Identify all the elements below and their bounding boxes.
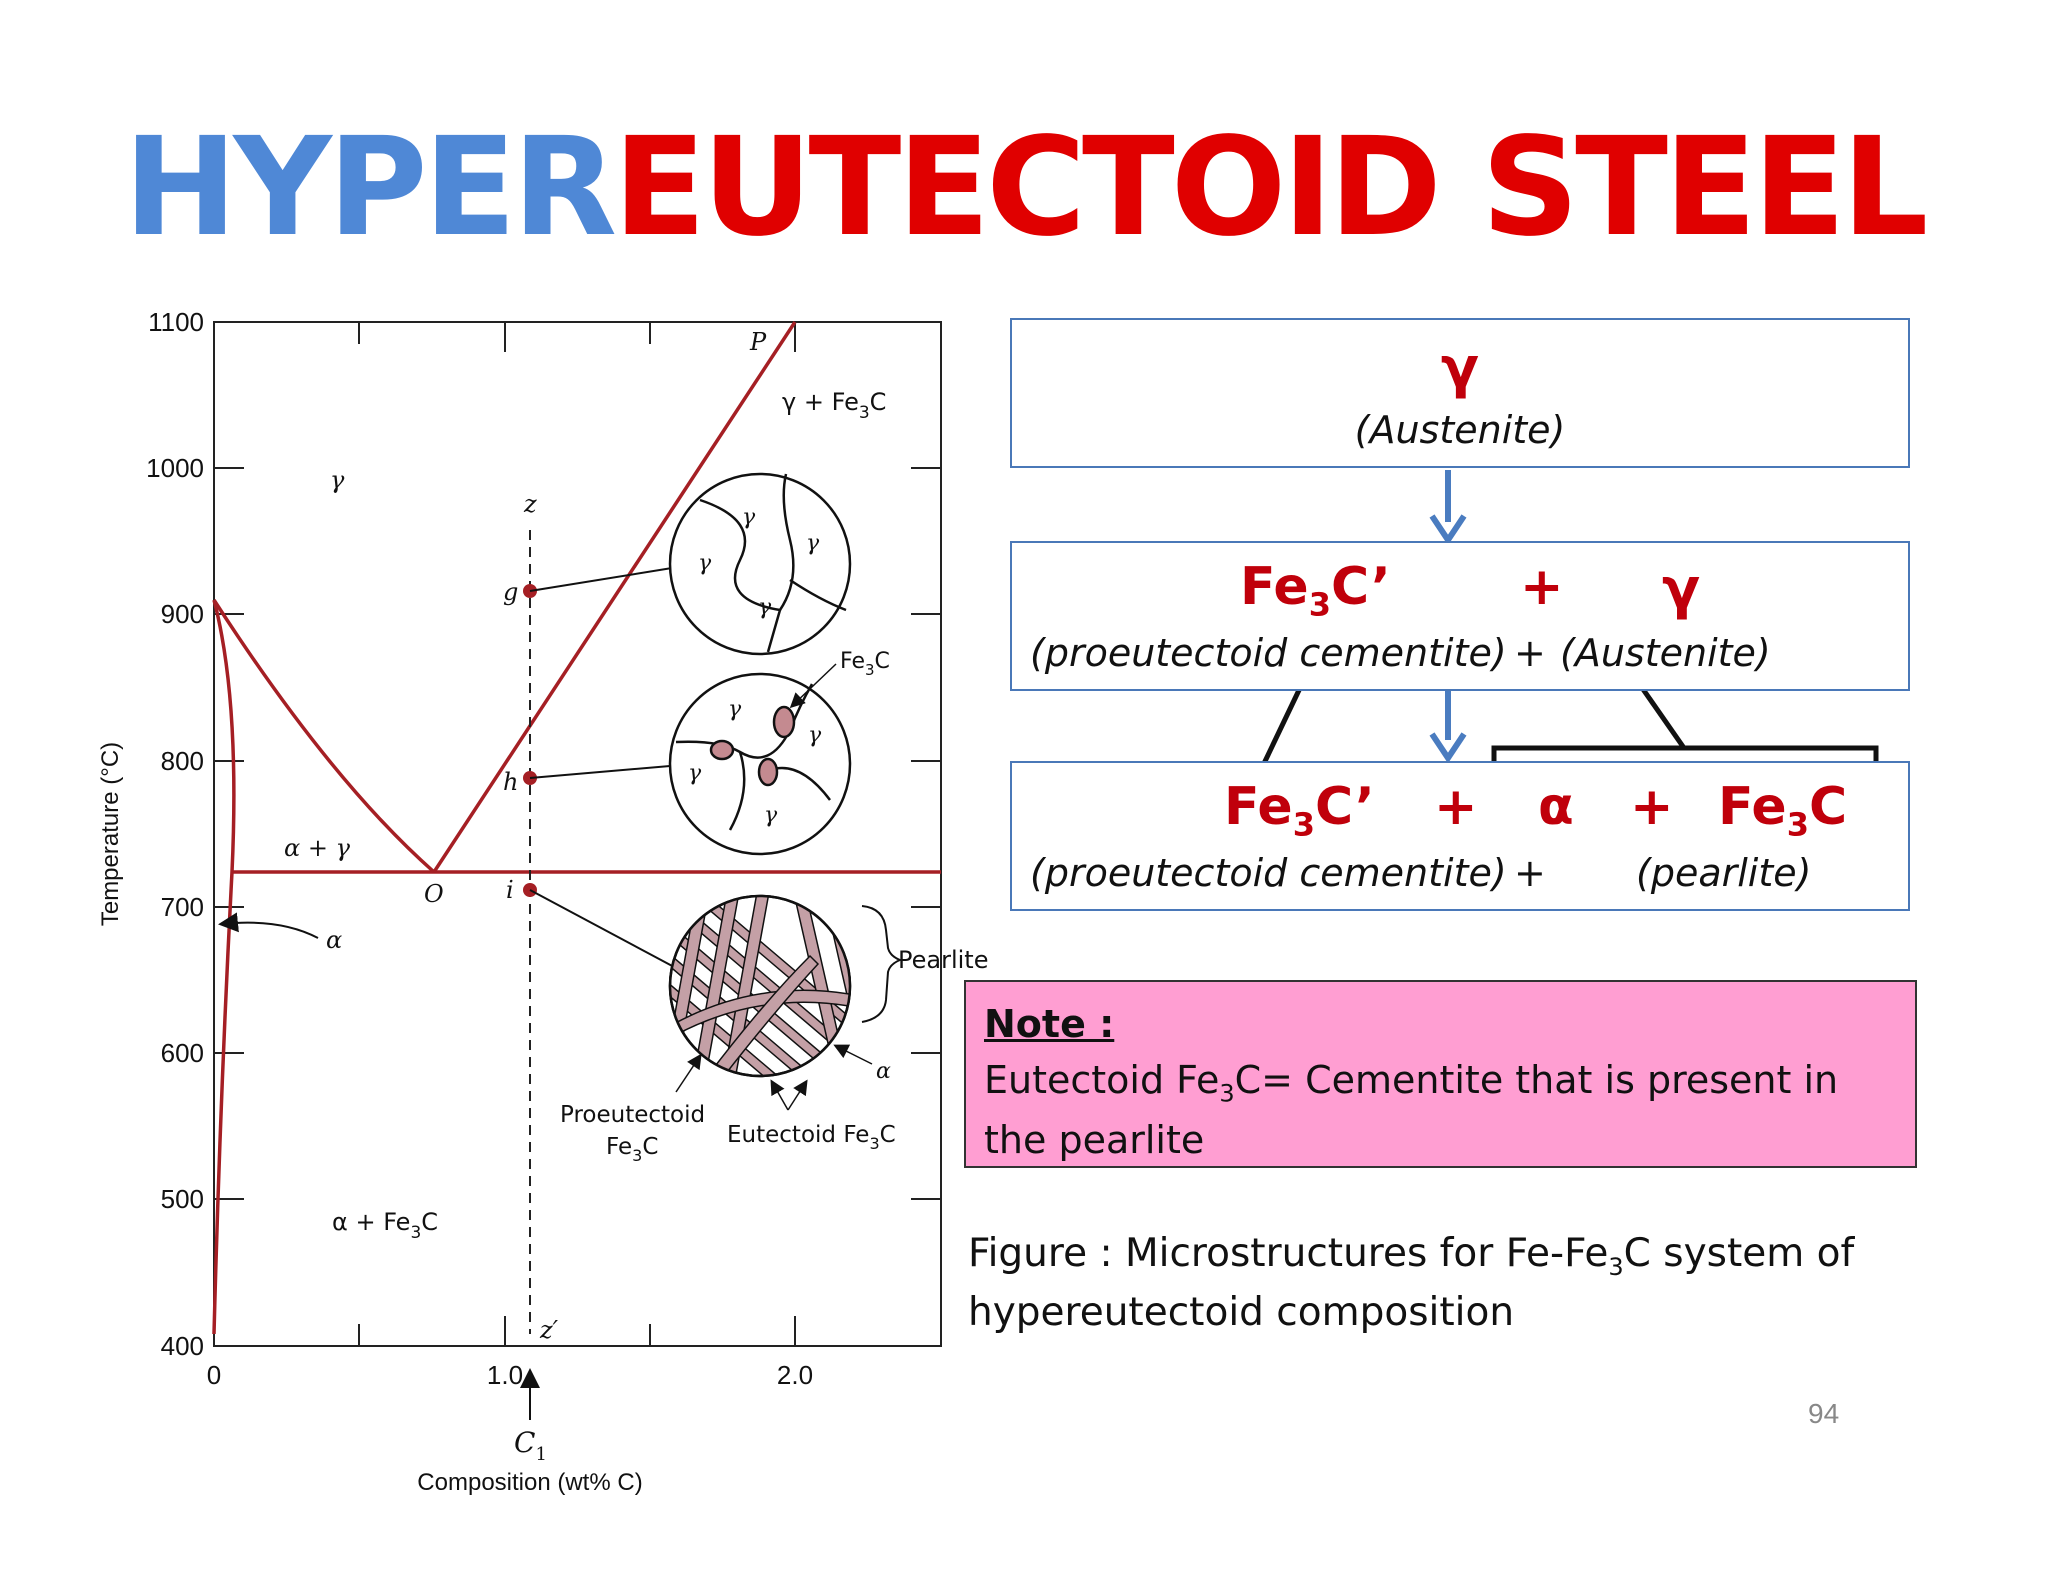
label-alpha-fe3c: α + Fe3C (332, 1208, 438, 1243)
label-O: O (424, 880, 444, 908)
box1-name: (Austenite) (1354, 408, 1566, 452)
micro-h-gamma-1: γ (728, 697, 742, 722)
micro-h-fe3c-label: Fe3C (840, 649, 890, 679)
y-tick-400: 400 (161, 1331, 204, 1361)
box3-sym1: Fe3C’ (1224, 777, 1375, 844)
label-gamma-fe3c: γ + Fe3C (782, 388, 886, 423)
note-line2: the pearlite (984, 1118, 1205, 1163)
micro-g-gamma-1: γ (742, 505, 756, 530)
pearlite-bracket (1491, 745, 1879, 772)
x-tick-1: 1.0 (487, 1360, 523, 1390)
y-tick-800: 800 (161, 746, 204, 776)
box2-desc-plus: + (1514, 631, 1546, 675)
eutectoid-pointer-1 (770, 1079, 789, 1111)
box3-plus2: + (1630, 777, 1674, 837)
label-i: i (506, 876, 514, 904)
flow-arrow-1 (1429, 470, 1467, 546)
slide-title: HYPEREUTECTOID STEEL (0, 120, 2048, 256)
y-axis-label: Temperature (°C) (97, 742, 124, 926)
box3-sym2: α (1538, 777, 1574, 837)
micro-h-gamma-3: γ (688, 761, 702, 786)
proeutectoid-label-2: Fe3C (606, 1134, 658, 1165)
figure-caption: Figure : Microstructures for Fe-Fe3C sys… (968, 1226, 1948, 1341)
micrograph-gamma (668, 472, 852, 656)
title-eutectoid-steel: EUTECTOID STEEL (613, 109, 1928, 267)
page-number: 94 (1808, 1398, 1840, 1429)
label-P: P (749, 328, 767, 356)
box2-sym1: Fe3C’ (1240, 557, 1391, 624)
y-tick-1100: 1100 (148, 307, 204, 337)
y-tick-900: 900 (161, 599, 204, 629)
alpha-micro-pointer (833, 1044, 873, 1065)
title-hyper: HYPER (123, 109, 618, 267)
caption-line2: hypereutectoid composition (968, 1289, 1515, 1335)
a3-line (212, 599, 436, 874)
proeutectoid-pointer (675, 1053, 702, 1093)
box-cementite-pearlite: Fe3C’ + α + Fe3C (proeutectoid cementite… (1010, 761, 1910, 911)
y-tick-1000: 1000 (146, 453, 204, 483)
label-h: h (503, 768, 518, 796)
pearlite-brace (861, 905, 903, 1023)
flow-arrow-2 (1429, 690, 1467, 764)
proeutectoid-label-1: Proeutectoid (560, 1102, 705, 1128)
micro-g-gamma-3: γ (806, 531, 820, 556)
connector-i (529, 889, 677, 969)
box2-sym2: γ (1662, 557, 1701, 622)
label-alpha-gamma: α + γ (284, 834, 351, 862)
micro-i-alpha: α (876, 1059, 891, 1084)
alpha-pointer (218, 912, 319, 939)
y-tick-500: 500 (161, 1184, 204, 1214)
micrograph-gamma-fe3c (668, 672, 852, 856)
fe3c-pointer (789, 663, 837, 709)
box2-plus: + (1520, 557, 1564, 617)
note-heading: Note : (984, 1002, 1115, 1046)
box2-desc1: (proeutectoid cementite) (1030, 631, 1507, 675)
label-gamma: γ (330, 466, 345, 494)
note-box: Note : Eutectoid Fe3C= Cementite that is… (964, 980, 1917, 1168)
eutectoid-label: Eutectoid Fe3C (727, 1122, 896, 1153)
caption-line1: Figure : Microstructures for Fe-Fe3C sys… (968, 1231, 1855, 1281)
pearlite-label: Pearlite (898, 946, 988, 974)
link-austenite (1635, 680, 1687, 750)
box3-desc2: (pearlite) (1636, 851, 1812, 895)
label-z: z (523, 490, 537, 518)
x-tick-2: 2.0 (777, 1360, 813, 1390)
y-tick-600: 600 (161, 1038, 204, 1068)
connector-g (529, 567, 673, 592)
label-g: g (503, 578, 518, 606)
alpha-solvus (212, 599, 236, 1335)
note-line1: Eutectoid Fe3C= Cementite that is presen… (984, 1058, 1839, 1108)
box1-symbol: γ (1440, 336, 1480, 401)
y-tick-700: 700 (161, 892, 204, 922)
box3-plus1: + (1434, 777, 1478, 837)
micro-g-gamma-2: γ (698, 551, 712, 576)
micro-g-gamma-4: γ (758, 595, 772, 620)
acm-line (432, 321, 797, 873)
connector-h (529, 765, 671, 779)
box3-desc1: (proeutectoid cementite) (1030, 851, 1507, 895)
micrograph-pearlite (668, 894, 852, 1078)
box-cementite-austenite: Fe3C’ + γ (proeutectoid cementite) + (Au… (1010, 541, 1910, 691)
x-axis-label: Composition (wt% C) (417, 1469, 642, 1496)
micro-h-gamma-2: γ (808, 723, 822, 748)
box-austenite: γ (Austenite) (1010, 318, 1910, 468)
box3-desc-plus: + (1514, 851, 1546, 895)
x-tick-0: 0 (207, 1360, 221, 1390)
label-alpha: α (326, 926, 342, 954)
micro-h-gamma-4: γ (764, 803, 778, 828)
label-z-prime: z′ (539, 1316, 559, 1344)
box3-sym3: Fe3C (1718, 777, 1848, 844)
eutectoid-pointer-2 (787, 1079, 808, 1111)
label-c1: C1 (514, 1426, 547, 1465)
box2-desc2: (Austenite) (1560, 631, 1771, 675)
plot-frame (213, 321, 942, 1347)
